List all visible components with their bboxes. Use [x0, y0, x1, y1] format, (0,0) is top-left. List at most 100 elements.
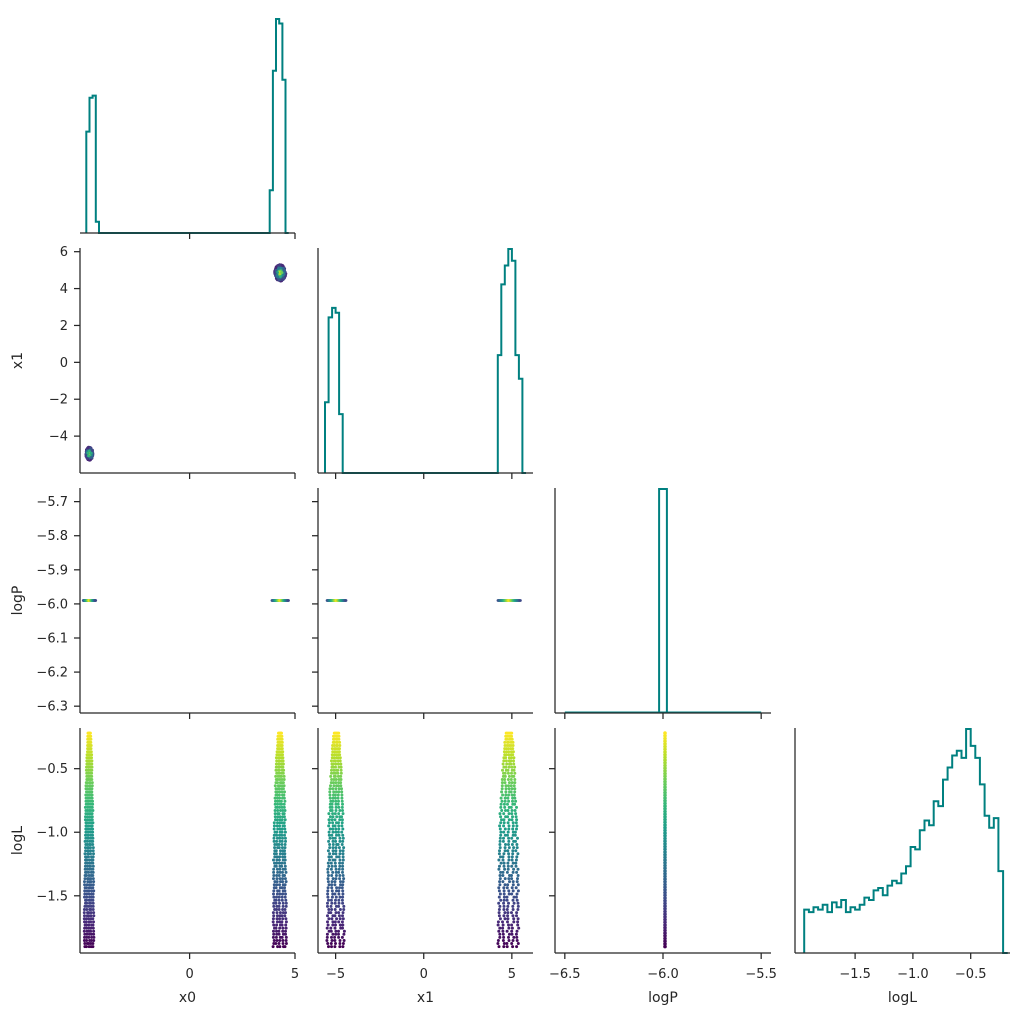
- logL-histogram: [803, 728, 1008, 954]
- x0-logL-point: [271, 917, 275, 921]
- x1-logL-point: [341, 867, 345, 871]
- x0-logL-point: [272, 904, 276, 908]
- x0-logL-point: [85, 821, 89, 825]
- x0-logL-point: [284, 942, 288, 945]
- x1-logL-point: [328, 846, 332, 850]
- x1-logL-point: [337, 914, 341, 918]
- x0-logL-point: [281, 877, 285, 881]
- x0-logL-point: [280, 898, 284, 902]
- x1-logL-point: [501, 874, 505, 877]
- x1-logL-point: [512, 784, 516, 788]
- x1-logL-point: [341, 852, 345, 856]
- x0-logL-point: [273, 802, 277, 806]
- x0-logL-point: [283, 864, 287, 868]
- x1-logL-point: [341, 802, 344, 806]
- x0-logL-point: [274, 768, 278, 772]
- x0-logL-point: [283, 833, 286, 837]
- x0-logL-point: [280, 790, 284, 794]
- x1-logL-point: [326, 880, 330, 884]
- x0-logL-point: [278, 917, 282, 921]
- x0-logL-point: [278, 839, 282, 843]
- x1-logL-point: [511, 833, 515, 837]
- x0-logL-point: [283, 809, 287, 812]
- x0-logL-point: [283, 799, 287, 803]
- x1-logL-point: [338, 836, 342, 840]
- logP-logL-point: [663, 825, 667, 830]
- x0-logL-point: [280, 895, 284, 899]
- x1-logL-point: [333, 796, 337, 800]
- x1-logL-point: [503, 917, 507, 921]
- x0-logL-point: [276, 815, 280, 819]
- x1-logL-point: [338, 849, 342, 853]
- x0-logL-point: [275, 932, 279, 936]
- x0-logL-point: [275, 895, 278, 899]
- x1-logL-point: [514, 815, 518, 819]
- x0-logL-point: [89, 901, 93, 905]
- x1-logL-point: [501, 939, 505, 942]
- x1-logL-point: [507, 889, 511, 893]
- x1-logL-point: [328, 852, 332, 856]
- x1-logL-point: [341, 812, 345, 816]
- x0-logL-point: [89, 920, 93, 924]
- x1-logL-point: [333, 861, 337, 865]
- logP-logL-point: [663, 844, 667, 849]
- x1-logL-point: [511, 945, 515, 949]
- x1-logL-point: [511, 861, 515, 865]
- x1-logL-point: [331, 815, 335, 819]
- x0-logL-point: [275, 805, 279, 809]
- x1-logL-point: [334, 849, 338, 853]
- x0-logL-point: [85, 895, 89, 899]
- x1-logL-point: [329, 861, 333, 865]
- x1-logL-point: [331, 852, 335, 856]
- x1-logL-point: [510, 793, 514, 797]
- x0-logL-point: [277, 787, 281, 791]
- x0-logL-point: [280, 734, 284, 738]
- logP-tick-label: −6.5: [549, 967, 581, 982]
- x0-logL-point: [272, 858, 275, 862]
- x1-logL-point: [516, 836, 519, 840]
- x1-logL-point: [503, 833, 507, 837]
- x0-logL-point: [82, 939, 86, 942]
- x1-logL-point: [507, 935, 510, 939]
- logP-logL-point: [663, 831, 667, 835]
- logP-logL-point: [663, 788, 667, 792]
- x0-logL-point: [275, 939, 279, 942]
- x0-logL-point: [90, 753, 94, 757]
- x0-logL-point: [83, 935, 86, 939]
- x0-logL-point: [284, 920, 288, 924]
- x1-logL-point: [331, 843, 335, 846]
- x0-logL-point: [282, 821, 286, 825]
- x1-logL-point: [510, 818, 514, 822]
- x0-logL-point: [92, 920, 95, 924]
- x0-logL-point: [275, 874, 279, 877]
- x0-logL-point: [85, 923, 89, 927]
- x1-logL-point: [516, 920, 520, 924]
- x1-logL-point: [507, 852, 511, 856]
- x0-logL-point: [87, 904, 91, 908]
- x1-logL-point: [511, 904, 515, 908]
- x0-logL-point: [278, 790, 282, 794]
- x1-logL-point: [328, 790, 332, 794]
- x0-logL-point: [283, 836, 287, 840]
- x1-logL-point: [506, 911, 510, 915]
- x1-logL-point: [333, 793, 337, 797]
- x0-logL-point: [277, 765, 281, 769]
- x1-logL-point: [515, 880, 519, 884]
- x1-logL-point: [341, 827, 345, 831]
- x1-logL-point: [329, 867, 333, 871]
- x0-logL-point: [283, 889, 287, 893]
- x0-logL-point: [278, 824, 282, 828]
- logP-logL-point: [663, 793, 667, 798]
- x1-logL-point: [511, 852, 515, 856]
- x1-logL-point: [505, 945, 509, 949]
- x1-logL-point: [340, 886, 344, 890]
- logP-logL-point: [663, 785, 667, 789]
- x0-logL-point: [83, 839, 87, 843]
- logP-y-tick-label: −6.1: [36, 632, 68, 647]
- x1-logL-point: [334, 867, 338, 871]
- logP-logL-point: [663, 842, 667, 846]
- x0-logL-point: [276, 821, 279, 825]
- x0-logL-point: [272, 932, 276, 936]
- x1-logL-point: [506, 920, 509, 924]
- x1-logL-point: [514, 886, 518, 890]
